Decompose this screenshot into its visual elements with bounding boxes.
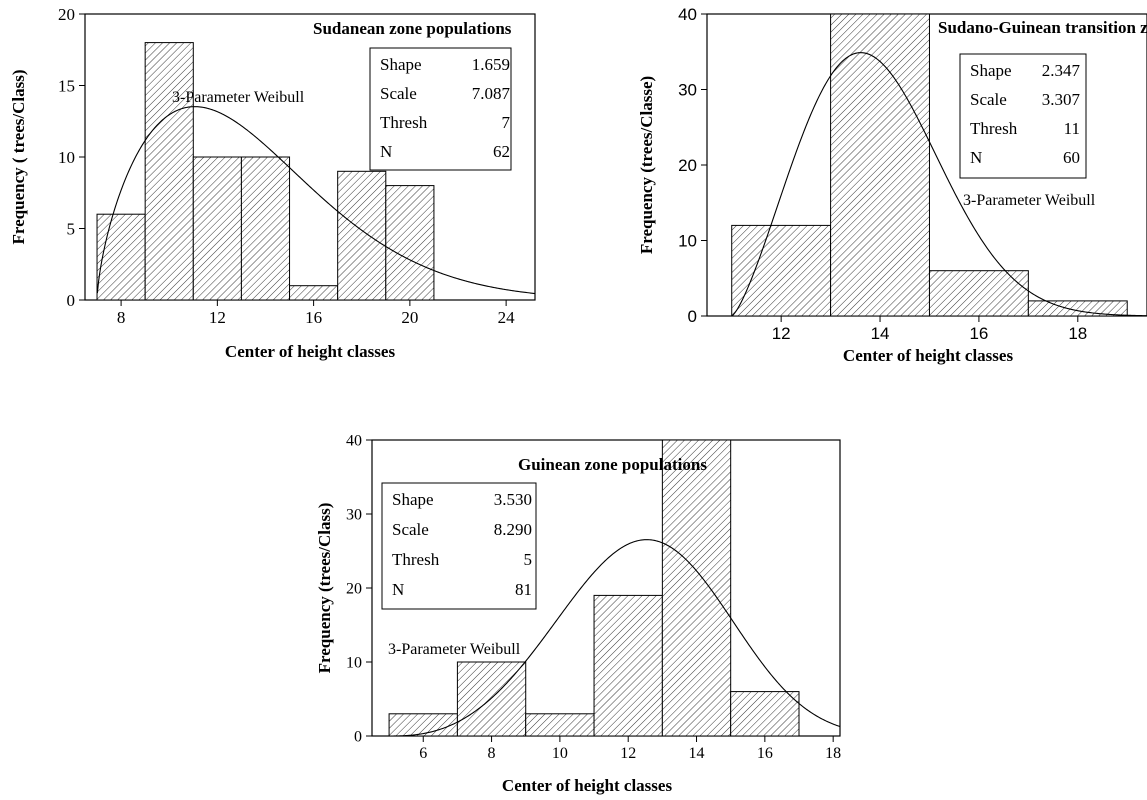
x-tick-label: 18 [1068,324,1087,343]
stat-value: 8.290 [494,520,532,539]
stats-box [369,47,512,171]
x-tick-label: 10 [552,745,568,762]
stat-value: 62 [493,142,510,161]
weibull-fit-curve [389,539,841,737]
fit-label: 3-Parameter Weibull [388,641,521,658]
stat-label: Shape [380,55,422,74]
bar-20 [385,185,435,301]
bar-16 [730,691,800,737]
stat-value: 81 [515,580,532,599]
stat-label: Shape [970,61,1012,80]
stat-label: N [392,580,404,599]
x-tick-label: 12 [620,745,636,762]
chart-title: Sudanean zone populations [313,19,512,38]
y-tick-label: 0 [688,307,697,326]
stat-label: Thresh [970,119,1018,138]
x-tick-label: 24 [498,308,516,327]
bar-16 [928,270,1029,317]
y-tick-label: 30 [346,507,362,524]
y-tick-label: 40 [678,5,697,24]
bar-18 [337,170,387,301]
chart-title: Guinean zone populations [518,455,707,474]
stat-value: 7.087 [472,84,511,103]
bar-12 [192,156,242,301]
chart-3: 6 8 10 12 14 16 18 0 10 20 30 40 Guinean zone popula… [315,433,841,795]
fit-label: 3-Parameter Weibull [963,192,1096,209]
stat-label: Shape [392,490,434,509]
stat-value: 3.307 [1042,90,1081,109]
stat-value: 60 [1063,148,1080,167]
y-tick-label: 15 [58,76,75,95]
stat-label: Scale [392,520,429,539]
bar-14 [240,156,291,301]
x-tick-label: 8 [117,308,126,327]
y-axis-label: Frequency (trees/Classe) [637,76,656,254]
y-tick-label: 0 [67,291,76,310]
fit-label: 3-Parameter Weibull [172,89,305,106]
y-tick-label: 20 [346,581,362,598]
y-tick-label: 10 [58,148,75,167]
bar-8 [96,213,146,301]
x-tick-label: 12 [209,308,226,327]
x-tick-label: 6 [419,745,427,762]
x-tick-label: 16 [305,308,322,327]
y-tick-label: 0 [354,729,362,746]
bar-10 [144,42,194,301]
y-tick-label: 10 [346,655,362,672]
stat-value: 7 [502,113,511,132]
bar-10 [525,713,595,737]
x-tick-label: 14 [689,745,705,762]
weibull-fit-curve [731,52,1147,317]
x-tick-label: 18 [825,745,841,762]
bar-16 [289,285,339,301]
stat-label: N [380,142,392,161]
x-tick-label: 12 [772,324,791,343]
stat-label: Scale [970,90,1007,109]
stat-value: 3.530 [494,490,532,509]
x-tick-label: 8 [488,745,496,762]
x-axis-label: Center of height classes [843,346,1014,365]
y-tick-label: 10 [678,231,697,250]
y-tick-label: 30 [678,80,697,99]
bar-18 [1027,300,1128,317]
stat-label: Scale [380,84,417,103]
x-tick-label: 14 [871,324,890,343]
stat-value: 2.347 [1042,61,1081,80]
stat-label: Thresh [392,550,440,569]
chart-title: Sudano-Guinean transition zone populatio… [938,18,1147,37]
chart-1: 8 12 16 20 24 0 5 10 15 20 Sudanean zone populatio… [9,5,536,361]
y-tick-label: 5 [67,219,76,238]
y-axis-label: Frequency (trees/Class) [315,503,334,674]
stat-value: 11 [1064,119,1080,138]
weibull-fit-curve [96,106,536,295]
stat-label: N [970,148,982,167]
bar-6 [388,713,458,737]
x-tick-label: 16 [757,745,773,762]
chart-2: 12 14 16 18 0 10 20 30 40 Sudano-Guinean transiti… [637,5,1147,365]
stats-box [959,53,1087,179]
stats-box [381,482,537,610]
y-axis-label: Frequency ( trees/Class) [9,69,28,244]
y-tick-label: 40 [346,433,362,450]
x-axis-label: Center of height classes [225,342,396,361]
stat-label: Thresh [380,113,428,132]
y-tick-label: 20 [58,5,75,24]
x-tick-label: 16 [969,324,988,343]
stat-value: 1.659 [472,55,510,74]
bar-12 [731,224,832,317]
x-tick-label: 20 [401,308,418,327]
x-axis-label: Center of height classes [502,776,673,795]
bar-12 [593,594,663,737]
y-tick-label: 20 [678,156,697,175]
stat-value: 5 [524,550,533,569]
bar-14 [661,439,732,737]
